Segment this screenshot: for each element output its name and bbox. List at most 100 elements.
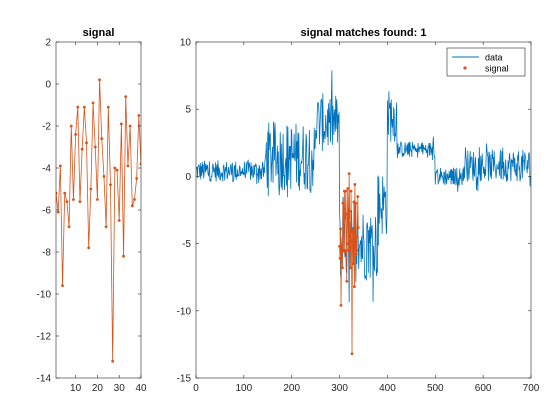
y-tick-label: 0 [45,80,51,91]
y-tick-label: -10 [37,290,52,301]
data-point [352,262,355,266]
x-tick-label: 100 [236,383,253,394]
data-point [348,209,352,213]
data-point [356,226,360,229]
data-point [345,279,349,283]
data-point [343,250,347,254]
data-point [100,137,104,141]
y-tick-label: -10 [177,306,192,317]
data-point [82,105,86,109]
y-tick-label: -15 [177,374,192,385]
data-point [113,166,117,170]
data-point [128,124,132,128]
data-point [124,95,128,98]
y-tick-label: -12 [37,332,52,343]
data-point [351,230,355,233]
data-point [80,147,84,151]
data-point [115,168,119,172]
data-point [346,187,350,190]
data-point [353,227,357,231]
data-point [130,204,134,208]
plot-area [196,42,531,378]
x-tick-label: 20 [92,383,104,394]
data-point [133,198,136,201]
data-point [98,78,101,82]
data-point [85,141,88,145]
x-tick-label: 500 [427,383,444,394]
data-point [347,172,351,176]
y-tick-label: 2 [45,38,51,49]
data-point [67,225,71,229]
x-tick-label: 400 [379,383,396,394]
series-line-signal [56,79,141,362]
data-point [109,183,112,187]
data-point [342,207,346,211]
data-point [354,201,358,205]
data-point [69,124,73,128]
data-point [117,219,121,222]
data-point [111,359,115,363]
x-tick-label: 40 [135,383,147,394]
data-point [102,175,106,178]
series-line-data [196,70,531,303]
data-point [341,201,345,205]
data-point [344,189,348,193]
data-point [65,200,69,204]
y-tick-label: -4 [42,164,51,175]
chart-title: signal matches found: 1 [301,27,427,39]
legend-box [446,47,526,77]
data-point [354,252,358,256]
legend-marker-signal [463,66,467,70]
y-tick-label: -2 [42,122,51,133]
plot-content [196,70,531,356]
data-point [339,304,343,307]
data-point [56,210,60,214]
y-tick-label: 0 [185,172,191,183]
data-point [349,189,353,193]
data-point [137,114,141,117]
data-point [58,164,62,168]
data-point [341,266,344,270]
data-point [353,183,357,186]
data-point [63,191,67,195]
x-tick-label: 300 [331,383,348,394]
axes-2: 0 100 200 300 400 500 600 700 10 5 0 -5 -10 -15 signal… [177,27,540,394]
data-point [349,266,352,270]
x-tick-label: 200 [283,383,300,394]
data-point [135,177,139,180]
data-point [348,234,352,237]
data-point [76,105,80,109]
data-point [355,248,359,252]
data-point [56,191,58,195]
data-point [96,198,99,201]
data-point [340,244,343,248]
plot-area [56,42,141,378]
y-tick-label: -8 [42,248,51,259]
legend-label-data: data [485,53,503,63]
data-point [106,105,110,109]
data-point [122,254,125,258]
data-point [91,101,95,105]
data-point [93,145,97,149]
data-point [339,227,342,231]
data-point [104,225,108,229]
data-point [89,187,93,191]
y-tick-label: -14 [37,374,52,385]
data-point [72,198,75,201]
data-point [353,285,356,289]
data-point [78,200,82,204]
x-tick-label: 700 [523,383,540,394]
data-point [345,242,349,246]
y-tick-label: 5 [185,105,191,116]
y-tick-label: -5 [182,239,191,250]
axes-box [195,41,532,379]
data-point [350,352,354,356]
data-point [87,246,91,250]
x-tick-label: 600 [475,383,492,394]
data-point [344,212,348,216]
data-point [74,133,78,136]
data-point [139,162,141,166]
data-point [338,256,342,260]
